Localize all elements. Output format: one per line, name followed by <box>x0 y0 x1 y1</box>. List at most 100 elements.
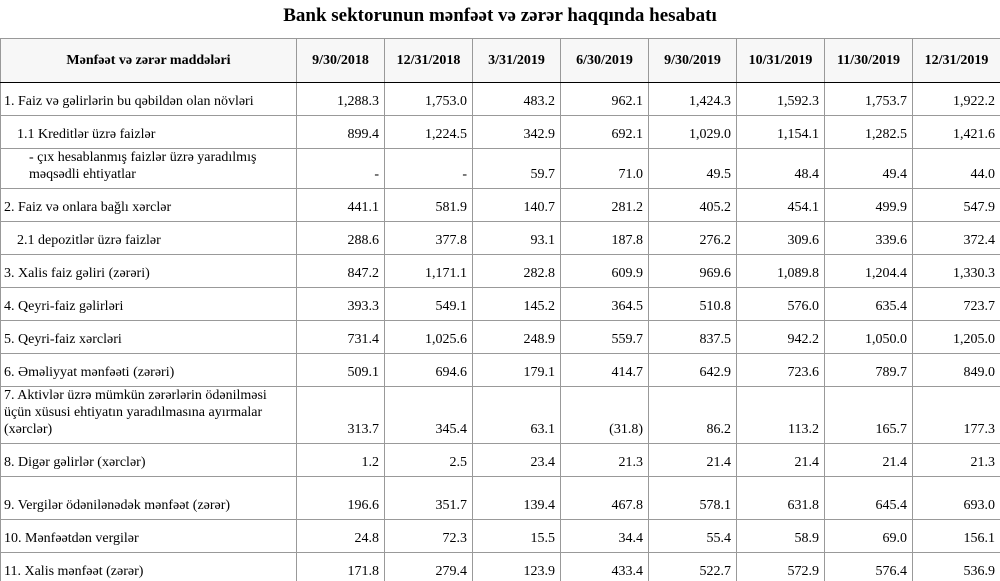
row-label: - çıx hesablanmış faizlər üzrə yaradılmı… <box>0 148 297 189</box>
column-header: 3/31/2019 <box>472 38 561 83</box>
cell-value: 483.2 <box>472 82 561 116</box>
cell-value: 1,753.7 <box>824 82 913 116</box>
cell-value: 1,025.6 <box>384 320 473 354</box>
cell-value: 15.5 <box>472 519 561 553</box>
cell-value: (31.8) <box>560 386 649 444</box>
row-label: 2. Faiz və onlara bağlı xərclər <box>0 188 297 222</box>
cell-value: 549.1 <box>384 287 473 321</box>
column-header: 9/30/2018 <box>296 38 385 83</box>
table-row: 6. Əməliyyat mənfəəti (zərəri) 509.1 694.6… <box>0 353 1000 387</box>
cell-value: 187.8 <box>560 221 649 255</box>
cell-value: 731.4 <box>296 320 385 354</box>
column-header: 9/30/2019 <box>648 38 737 83</box>
table-row: 1. Faiz və gəlirlərin bu qəbildən olan n… <box>0 82 1000 116</box>
cell-value: 279.4 <box>384 552 473 581</box>
row-label: 1. Faiz və gəlirlərin bu qəbildən olan n… <box>0 82 297 116</box>
cell-value: 789.7 <box>824 353 913 387</box>
cell-value: 86.2 <box>648 386 737 444</box>
cell-value: 1,205.0 <box>912 320 1000 354</box>
cell-value: 72.3 <box>384 519 473 553</box>
cell-value: 171.8 <box>296 552 385 581</box>
cell-value: 1,753.0 <box>384 82 473 116</box>
cell-value: 165.7 <box>824 386 913 444</box>
cell-value: 288.6 <box>296 221 385 255</box>
cell-value: 1,421.6 <box>912 115 1000 149</box>
cell-value: 962.1 <box>560 82 649 116</box>
row-label: 8. Digər gəlirlər (xərclər) <box>0 443 297 477</box>
cell-value: 942.2 <box>736 320 825 354</box>
cell-value: 309.6 <box>736 221 825 255</box>
table-row: 2.1 depozitlər üzrə faizlər 288.6 377.8 93.… <box>0 221 1000 255</box>
cell-value: 156.1 <box>912 519 1000 553</box>
row-label: 3. Xalis faiz gəliri (zərəri) <box>0 254 297 288</box>
cell-value: 23.4 <box>472 443 561 477</box>
cell-value: 547.9 <box>912 188 1000 222</box>
cell-value: 21.4 <box>736 443 825 477</box>
cell-value: 1,922.2 <box>912 82 1000 116</box>
cell-value: 342.9 <box>472 115 561 149</box>
row-label: 1.1 Kreditlər üzrə faizlər <box>0 115 297 149</box>
cell-value: 645.4 <box>824 476 913 520</box>
cell-value: 282.8 <box>472 254 561 288</box>
cell-value: 44.0 <box>912 148 1000 189</box>
cell-value: 1,224.5 <box>384 115 473 149</box>
cell-value: 59.7 <box>472 148 561 189</box>
cell-value: 248.9 <box>472 320 561 354</box>
cell-value: 522.7 <box>648 552 737 581</box>
cell-value: 635.4 <box>824 287 913 321</box>
cell-value: 139.4 <box>472 476 561 520</box>
column-header: 12/31/2019 <box>912 38 1000 83</box>
cell-value: 1,330.3 <box>912 254 1000 288</box>
cell-value: 1,154.1 <box>736 115 825 149</box>
cell-value: - <box>296 148 385 189</box>
cell-value: 1,424.3 <box>648 82 737 116</box>
cell-value: 509.1 <box>296 353 385 387</box>
cell-value: 145.2 <box>472 287 561 321</box>
cell-value: 1,050.0 <box>824 320 913 354</box>
cell-value: 372.4 <box>912 221 1000 255</box>
cell-value: 581.9 <box>384 188 473 222</box>
cell-value: 578.1 <box>648 476 737 520</box>
cell-value: 351.7 <box>384 476 473 520</box>
column-header: 11/30/2019 <box>824 38 913 83</box>
cell-value: 1,288.3 <box>296 82 385 116</box>
row-label: 9. Vergilər ödənilənədək mənfəət (zərər) <box>0 476 297 520</box>
cell-value: 364.5 <box>560 287 649 321</box>
cell-value: 692.1 <box>560 115 649 149</box>
cell-value: 433.4 <box>560 552 649 581</box>
row-label: 5. Qeyri-faiz xərcləri <box>0 320 297 354</box>
cell-value: 837.5 <box>648 320 737 354</box>
row-label: 4. Qeyri-faiz gəlirləri <box>0 287 297 321</box>
cell-value: 1,592.3 <box>736 82 825 116</box>
cell-value: 1,282.5 <box>824 115 913 149</box>
cell-value: 34.4 <box>560 519 649 553</box>
column-header: 10/31/2019 <box>736 38 825 83</box>
cell-value: 849.0 <box>912 353 1000 387</box>
cell-value: 499.9 <box>824 188 913 222</box>
cell-value: 723.6 <box>736 353 825 387</box>
cell-value: 609.9 <box>560 254 649 288</box>
table-row: 10. Mənfəətdən vergilər 24.8 72.3 15.5 34.4 5… <box>0 519 1000 553</box>
table-row: 4. Qeyri-faiz gəlirləri 393.3 549.1 145.2 36… <box>0 287 1000 321</box>
column-header: 6/30/2019 <box>560 38 649 83</box>
cell-value: 572.9 <box>736 552 825 581</box>
row-label: 6. Əməliyyat mənfəəti (zərəri) <box>0 353 297 387</box>
table-row: 5. Qeyri-faiz xərcləri 731.4 1,025.6 248.9 5… <box>0 320 1000 354</box>
cell-value: 276.2 <box>648 221 737 255</box>
cell-value: 559.7 <box>560 320 649 354</box>
cell-value: 48.4 <box>736 148 825 189</box>
cell-value: 576.0 <box>736 287 825 321</box>
cell-value: 1,171.1 <box>384 254 473 288</box>
cell-value: 969.6 <box>648 254 737 288</box>
cell-value: 93.1 <box>472 221 561 255</box>
cell-value: 69.0 <box>824 519 913 553</box>
cell-value: 899.4 <box>296 115 385 149</box>
cell-value: 21.3 <box>912 443 1000 477</box>
cell-value: 58.9 <box>736 519 825 553</box>
cell-value: 694.6 <box>384 353 473 387</box>
table-row: 3. Xalis faiz gəliri (zərəri) 847.2 1,171.… <box>0 254 1000 288</box>
row-label: 7. Aktivlər üzrə mümkün zərərlərin ödəni… <box>0 386 297 444</box>
column-header: Mənfəət və zərər maddələri <box>0 38 297 83</box>
cell-value: 140.7 <box>472 188 561 222</box>
